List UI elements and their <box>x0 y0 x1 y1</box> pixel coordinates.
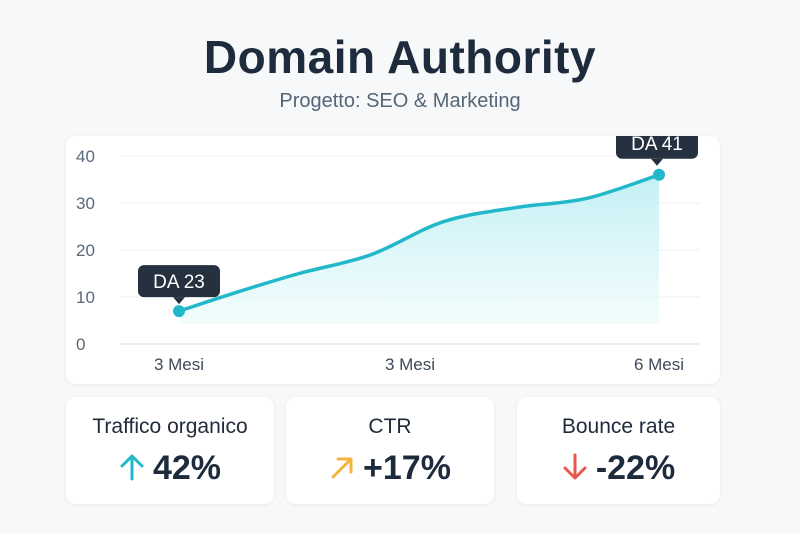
series-line <box>177 173 661 313</box>
end-callout: DA 41 <box>616 136 698 166</box>
page-subtitle: Progetto: SEO & Marketing <box>279 90 521 112</box>
kpi-value: +17% <box>363 449 451 487</box>
kpi-label: Traffico organico <box>92 415 248 438</box>
callout-label: DA 23 <box>153 272 205 293</box>
kpi-card-organic-traffic: Traffico organico 42% <box>66 397 274 504</box>
start-callout: DA 23 <box>138 265 220 305</box>
kpi-value-row: +17% <box>286 449 494 488</box>
area-chart: 0 10 20 30 40 3 Mesi 3 Mesi 6 Mesi DA 23 DA 41 <box>76 136 700 374</box>
kpi-value: -22% <box>595 449 676 487</box>
y-tick-label: 10 <box>76 288 95 307</box>
callout-pointer <box>173 297 185 305</box>
area-fill <box>179 174 659 324</box>
y-tick-label: 20 <box>76 241 95 260</box>
arrow-up-icon <box>120 454 144 481</box>
y-tick-label: 30 <box>76 194 95 213</box>
kpi-value-row: -22% <box>517 449 720 488</box>
x-tick-label: 3 Mesi <box>154 355 204 374</box>
kpi-card-bounce-rate: Bounce rate -22% <box>517 397 720 504</box>
callout-box <box>616 136 698 159</box>
start-point <box>173 305 185 318</box>
page-title: Domain Authority <box>203 31 597 83</box>
kpi-label: Bounce rate <box>561 415 676 438</box>
kpi-label: CTR <box>368 415 412 438</box>
callout-box <box>138 265 220 298</box>
end-point <box>653 168 665 181</box>
callout-label: DA 41 <box>631 136 683 155</box>
kpi-card-ctr: CTR +17% <box>286 397 494 504</box>
x-tick-label: 6 Mesi <box>634 355 684 374</box>
kpi-row: Traffico organico 42% CTR +17% Bounce ra… <box>66 397 720 504</box>
kpi-value-row: 42% <box>66 449 274 488</box>
kpi-value: 42% <box>152 449 222 487</box>
y-tick-label: 40 <box>76 147 95 166</box>
arrow-up-right-icon <box>331 457 353 479</box>
chart-card: 0 10 20 30 40 3 Mesi 3 Mesi 6 Mesi DA 23 DA 41 <box>66 136 720 384</box>
x-tick-label: 3 Mesi <box>385 355 435 374</box>
callout-pointer <box>651 158 663 166</box>
arrow-down-icon <box>563 453 587 480</box>
y-tick-label: 0 <box>76 335 85 354</box>
